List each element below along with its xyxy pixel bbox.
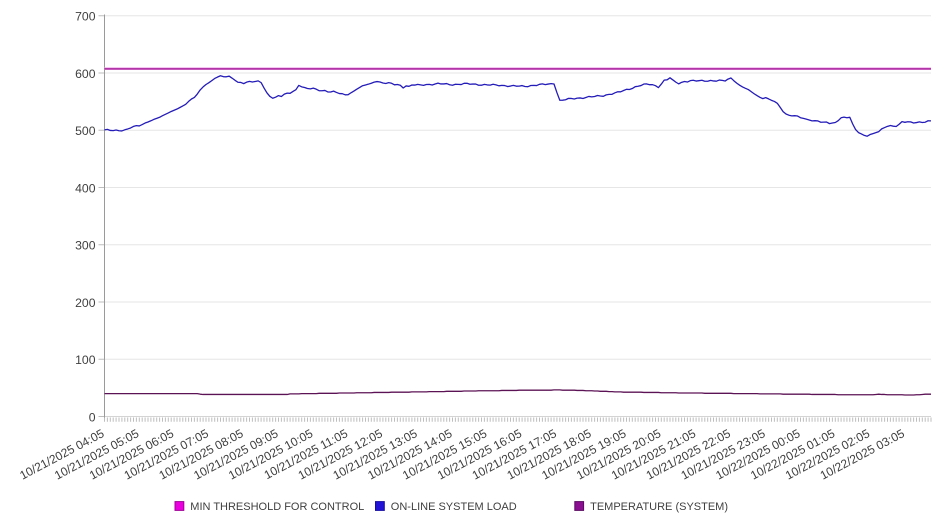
svg-text:700: 700 xyxy=(75,10,96,24)
svg-text:MIN THRESHOLD FOR CONTROL: MIN THRESHOLD FOR CONTROL xyxy=(190,501,364,513)
svg-text:400: 400 xyxy=(75,181,96,195)
svg-text:200: 200 xyxy=(75,296,96,310)
svg-text:600: 600 xyxy=(75,67,96,81)
svg-text:ON-LINE SYSTEM LOAD: ON-LINE SYSTEM LOAD xyxy=(391,501,517,513)
svg-text:TEMPERATURE (SYSTEM): TEMPERATURE (SYSTEM) xyxy=(590,501,728,513)
svg-text:100: 100 xyxy=(75,353,96,367)
svg-text:0: 0 xyxy=(89,410,96,424)
svg-text:500: 500 xyxy=(75,124,96,138)
svg-text:300: 300 xyxy=(75,239,96,253)
